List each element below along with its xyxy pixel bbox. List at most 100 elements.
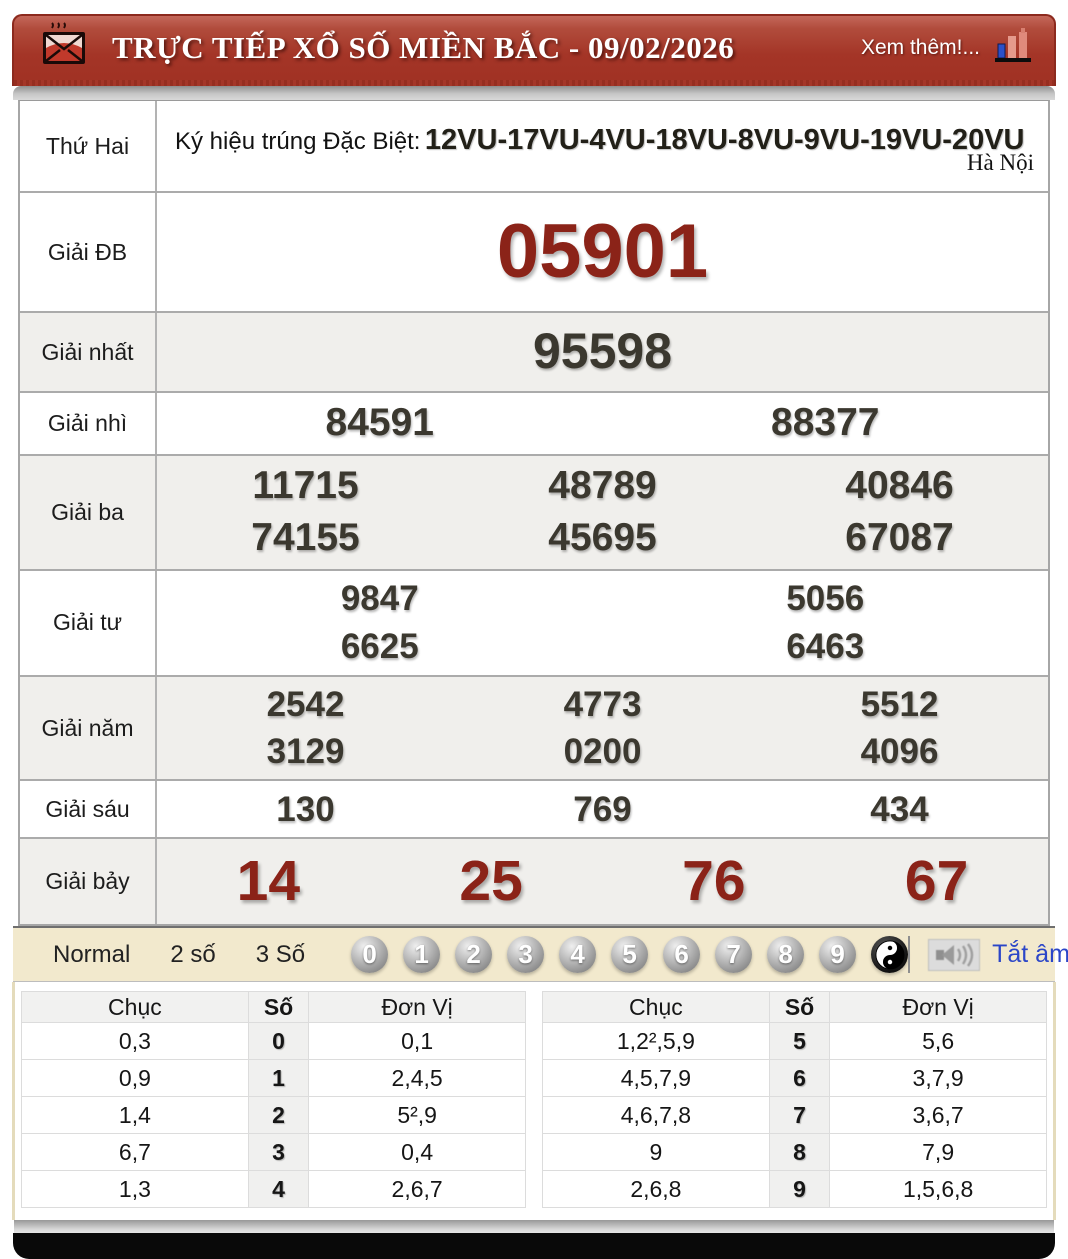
header-bar: TRỰC TIẾP XỔ SỐ MIỀN BẮC - 09/02/2026 Xe…: [12, 14, 1056, 86]
results-table: Thứ Hai Ký hiệu trúng Đặc Biệt: 12VU-17V…: [18, 100, 1050, 927]
prize-row-2: Giải nhì 84591 88377: [20, 391, 1048, 454]
col-header-so: Số: [768, 991, 831, 1024]
prize-value: 67087: [845, 516, 954, 560]
prize-value: 67: [904, 849, 969, 914]
number-ball-4[interactable]: 4: [559, 936, 597, 974]
prize-value: 6625: [340, 627, 419, 667]
number-ball-5[interactable]: 5: [611, 936, 649, 974]
table-row: 0,3 0 0,1: [21, 1022, 526, 1061]
prize-label: Giải ba: [20, 455, 157, 569]
prize-value: 45695: [548, 516, 657, 560]
prize-label: Giải sáu: [20, 781, 157, 838]
prize-value: 4096: [860, 732, 939, 772]
symbol-label: Ký hiệu trúng Đặc Biệt:: [175, 128, 421, 155]
table-row: 1,4 2 5²,9: [21, 1096, 526, 1135]
table-row: 9 8 7,9: [542, 1133, 1047, 1172]
number-ball-3[interactable]: 3: [507, 936, 545, 974]
prize-label: Giải nhì: [20, 393, 157, 454]
page-title: TRỰC TIẾP XỔ SỐ MIỀN BẮC - 09/02/2026: [112, 30, 735, 65]
number-ball-group: 0 1 2 3 4 5 6 7 8 9: [351, 936, 909, 974]
col-header-chuc: Chục: [542, 991, 770, 1024]
envelope-icon: [38, 22, 90, 74]
prize-label: Giải nhất: [20, 313, 157, 391]
prize-value: 74155: [251, 516, 360, 560]
donvi-cell: 2,4,5: [308, 1059, 526, 1098]
prize-label: Giải bảy: [20, 839, 157, 925]
so-cell: 1: [247, 1059, 310, 1098]
prize-value: 5512: [860, 684, 939, 724]
mode-button-normal[interactable]: Normal: [53, 940, 131, 968]
col-header-chuc: Chục: [21, 991, 249, 1024]
prize-value: 6463: [786, 627, 865, 667]
number-ball-2[interactable]: 2: [455, 936, 493, 974]
symbol-codes: 12VU-17VU-4VU-18VU-8VU-9VU-19VU-20VU: [424, 124, 1025, 156]
footer-bar: [13, 1233, 1055, 1259]
header-divider: [13, 86, 1055, 100]
number-ball-7[interactable]: 7: [715, 936, 753, 974]
table-row: 0,9 1 2,4,5: [21, 1059, 526, 1098]
prize-value: 84591: [325, 401, 434, 444]
so-cell: 0: [247, 1022, 310, 1061]
mode-button-2so[interactable]: 2 số: [170, 940, 216, 968]
number-ball-9[interactable]: 9: [819, 936, 857, 974]
summary-header-row: Chục Số Đơn Vị: [21, 991, 526, 1024]
prize-value: 9847: [340, 579, 419, 619]
prize-row-4: Giải tư 9847 5056 6625 6463: [20, 568, 1048, 675]
prize-row-3: Giải ba 11715 48789 40846 74155 45695 67…: [20, 453, 1048, 569]
table-row: 4,6,7,8 7 3,6,7: [542, 1096, 1047, 1135]
prize-label: Giải năm: [20, 676, 157, 780]
summary-table-left: Chục Số Đơn Vị 0,3 0 0,1 0,9 1 2,4,5 1,4…: [21, 991, 526, 1209]
toolbar: Normal 2 số 3 Số 0 1 2 3 4 5 6 7 8 9: [13, 926, 1068, 983]
so-cell: 7: [768, 1096, 831, 1135]
yin-yang-ball[interactable]: [871, 936, 909, 974]
so-cell: 6: [768, 1059, 831, 1098]
prize-row-5: Giải năm 2542 4773 5512 3129 0200 4096: [20, 674, 1048, 780]
donvi-cell: 5,6: [829, 1022, 1047, 1061]
col-header-donvi: Đơn Vị: [308, 991, 526, 1024]
summary-header-row: Chục Số Đơn Vị: [542, 991, 1047, 1024]
prize-value: 434: [870, 789, 929, 829]
see-more-link[interactable]: Xem thêm!...: [860, 36, 980, 59]
prize-value: 0200: [563, 732, 642, 772]
prize-value: 14: [236, 849, 301, 914]
so-cell: 2: [247, 1096, 310, 1135]
number-ball-6[interactable]: 6: [663, 936, 701, 974]
mute-button[interactable]: Tắt âm: [992, 940, 1068, 969]
number-ball-0[interactable]: 0: [351, 936, 389, 974]
so-cell: 5: [768, 1022, 831, 1061]
donvi-cell: 1,5,6,8: [829, 1170, 1047, 1209]
prize-value: 3129: [266, 732, 345, 772]
so-cell: 3: [247, 1133, 310, 1172]
col-header-so: Số: [247, 991, 310, 1024]
prize-value: 95598: [532, 323, 673, 380]
table-row: 4,5,7,9 6 3,7,9: [542, 1059, 1047, 1098]
so-cell: 9: [768, 1170, 831, 1209]
prize-label: Giải tư: [20, 570, 157, 675]
prize-row-7: Giải bảy 14 25 76 67: [20, 837, 1048, 925]
lottery-widget: TRỰC TIẾP XỔ SỐ MIỀN BẮC - 09/02/2026 Xe…: [12, 14, 1068, 1259]
number-ball-8[interactable]: 8: [767, 936, 805, 974]
symbol-cell: Ký hiệu trúng Đặc Biệt: 12VU-17VU-4VU-18…: [157, 101, 1048, 191]
number-ball-1[interactable]: 1: [403, 936, 441, 974]
bar-chart-icon[interactable]: [994, 26, 1032, 71]
prize-value: 5056: [786, 579, 865, 619]
donvi-cell: 2,6,7: [308, 1170, 526, 1209]
chuc-cell: 4,6,7,8: [542, 1096, 770, 1135]
prize-value: 88377: [771, 401, 880, 444]
prize-value: 130: [276, 789, 335, 829]
mode-button-3so[interactable]: 3 Số: [255, 940, 306, 968]
donvi-cell: 0,4: [308, 1133, 526, 1172]
so-cell: 4: [247, 1170, 310, 1209]
donvi-cell: 0,1: [308, 1022, 526, 1061]
so-cell: 8: [768, 1133, 831, 1172]
prize-value: 48789: [548, 463, 657, 507]
prize-value: 40846: [845, 463, 954, 507]
chuc-cell: 9: [542, 1133, 770, 1172]
table-row: 1,2²,5,9 5 5,6: [542, 1022, 1047, 1061]
donvi-cell: 5²,9: [308, 1096, 526, 1135]
region-label: Hà Nội: [966, 149, 1034, 175]
chuc-cell: 6,7: [21, 1133, 249, 1172]
table-row: 2,6,8 9 1,5,6,8: [542, 1170, 1047, 1209]
speaker-icon[interactable]: [928, 938, 981, 971]
col-header-donvi: Đơn Vị: [829, 991, 1047, 1024]
